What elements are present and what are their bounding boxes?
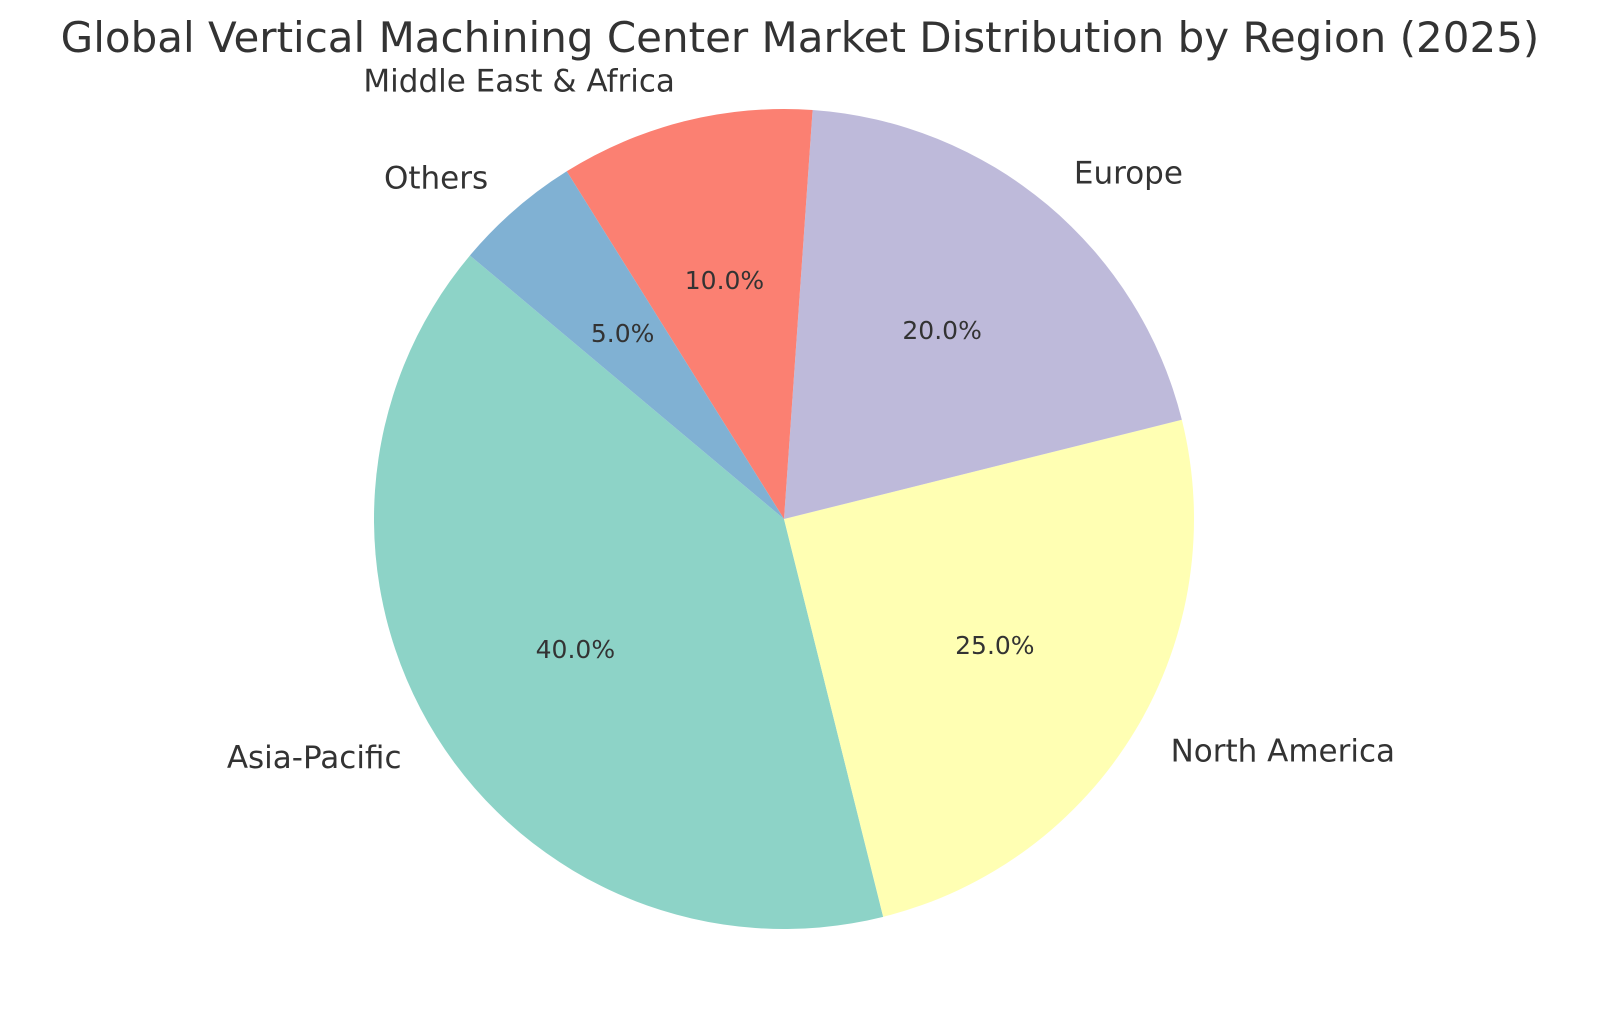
- chart-title: Global Vertical Machining Center Market …: [60, 13, 1540, 62]
- slice-percent-label: 40.0%: [536, 635, 615, 664]
- pie-slice-europe: [784, 110, 1182, 519]
- pie-slices: [374, 109, 1194, 929]
- slice-category-label: Others: [384, 161, 488, 197]
- pie-slice-north-america: [784, 419, 1194, 917]
- slice-category-label: Middle East & Africa: [363, 63, 674, 99]
- slice-percent-label: 20.0%: [902, 316, 981, 345]
- pie-slice-asia-pacific: [374, 255, 884, 929]
- pie-slice-middle-east-and-africa: [566, 109, 813, 520]
- slice-category-label: Europe: [1074, 156, 1183, 192]
- pie-slice-others: [469, 171, 784, 520]
- slice-percent-label: 25.0%: [955, 631, 1034, 660]
- pie-labels: 40.0% Asia-Pacific 25.0% North America 20.0%…: [227, 63, 1395, 776]
- slice-percent-label: 5.0%: [591, 319, 655, 348]
- slice-category-label: Asia-Pacific: [227, 740, 402, 776]
- slice-percent-label: 10.0%: [685, 266, 764, 295]
- slice-category-label: North America: [1171, 733, 1395, 769]
